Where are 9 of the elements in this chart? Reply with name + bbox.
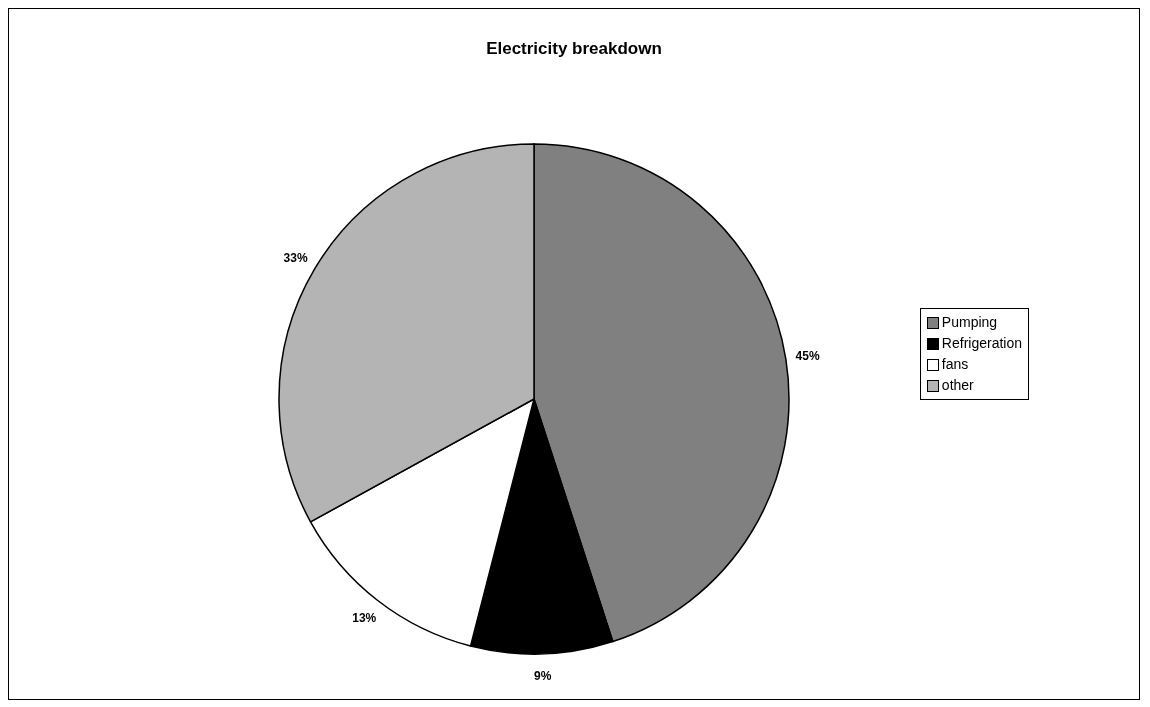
chart-title: Electricity breakdown xyxy=(485,39,663,59)
data-label: 9% xyxy=(534,668,552,683)
legend-label: other xyxy=(940,376,975,395)
data-label: 13% xyxy=(352,610,377,625)
data-label: 45% xyxy=(795,348,820,363)
legend-label: fans xyxy=(940,355,970,374)
legend-label: Refrigeration xyxy=(940,334,1022,353)
legend-label: Pumping xyxy=(940,313,999,332)
data-label: 33% xyxy=(283,251,308,265)
